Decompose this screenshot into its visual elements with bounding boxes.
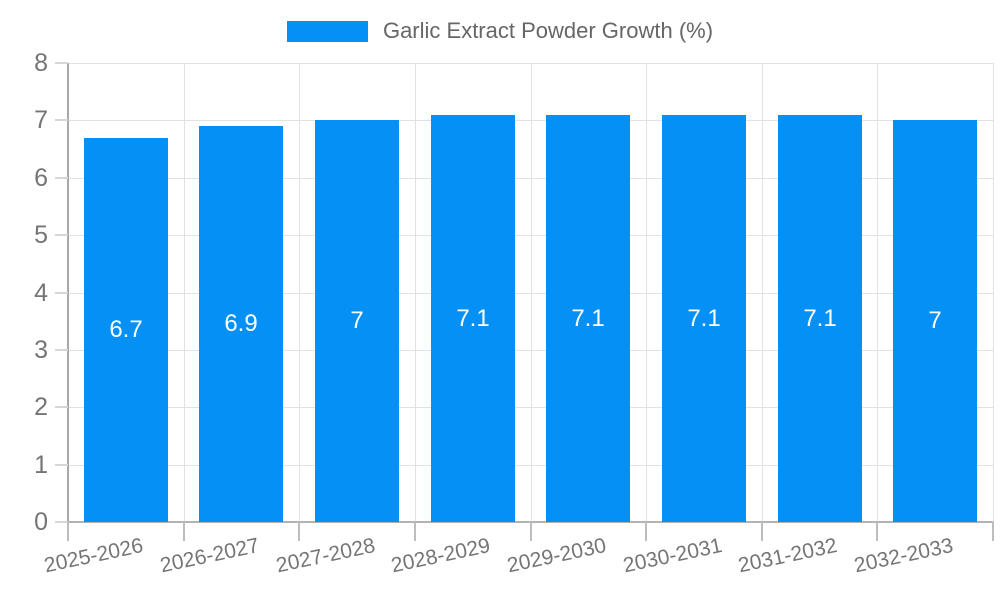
- legend-swatch: [286, 20, 368, 42]
- grid-line-horizontal: [68, 350, 993, 351]
- grid-line-vertical: [299, 63, 300, 522]
- y-axis-tick: [55, 349, 68, 351]
- y-axis-tick: [55, 292, 68, 294]
- x-axis-tick: [414, 522, 416, 541]
- y-axis-tick: [55, 177, 68, 179]
- legend[interactable]: Garlic Extract Powder Growth (%): [0, 18, 1000, 44]
- y-tick-label: 8: [34, 49, 48, 77]
- x-tick-label: 2026-2027: [158, 534, 262, 578]
- x-axis-tick: [761, 522, 763, 541]
- y-axis-tick: [55, 234, 68, 236]
- grid-line-vertical: [531, 63, 532, 522]
- x-axis-tick: [183, 522, 185, 541]
- bar[interactable]: [546, 115, 630, 522]
- x-tick-label: 2029-2030: [505, 534, 609, 578]
- x-axis-tick: [645, 522, 647, 541]
- grid-line-horizontal: [68, 63, 993, 64]
- y-axis-tick: [55, 521, 68, 523]
- y-tick-label: 2: [34, 393, 48, 421]
- x-tick-label: 2030-2031: [620, 534, 724, 578]
- grid-line-vertical: [184, 63, 185, 522]
- x-tick-label: 2031-2032: [736, 534, 840, 578]
- y-axis-line: [67, 63, 69, 522]
- bar[interactable]: [199, 126, 283, 522]
- grid-line-horizontal: [68, 178, 993, 179]
- x-tick-label: 2027-2028: [273, 534, 377, 578]
- x-tick-label: 2025-2026: [42, 534, 146, 578]
- x-axis-tick: [298, 522, 300, 541]
- y-axis-tick: [55, 464, 68, 466]
- y-tick-label: 3: [34, 336, 48, 364]
- x-axis-tick: [876, 522, 878, 541]
- grid-line-horizontal: [68, 120, 993, 121]
- grid-line-vertical: [762, 63, 763, 522]
- grid-line-horizontal: [68, 465, 993, 466]
- grid-line-vertical: [646, 63, 647, 522]
- y-tick-label: 7: [34, 106, 48, 134]
- x-axis-tick: [67, 522, 69, 541]
- grid-line-vertical: [877, 63, 878, 522]
- x-axis-tick: [992, 522, 994, 541]
- grid-line-vertical: [415, 63, 416, 522]
- grid-line-vertical: [993, 63, 994, 522]
- grid-line-horizontal: [68, 235, 993, 236]
- x-axis-tick: [530, 522, 532, 541]
- grid-line-horizontal: [68, 407, 993, 408]
- x-tick-label: 2032-2033: [851, 534, 955, 578]
- y-tick-label: 5: [34, 221, 48, 249]
- y-tick-label: 6: [34, 164, 48, 192]
- grid-line-horizontal: [68, 293, 993, 294]
- bar[interactable]: [893, 120, 977, 522]
- y-tick-label: 4: [34, 279, 48, 307]
- y-axis-tick: [55, 119, 68, 121]
- legend-label: Garlic Extract Powder Growth (%): [382, 18, 714, 43]
- bar[interactable]: [431, 115, 515, 522]
- bar[interactable]: [84, 138, 168, 522]
- x-tick-label: 2028-2029: [389, 534, 493, 578]
- bar[interactable]: [778, 115, 862, 522]
- y-tick-label: 0: [34, 508, 48, 536]
- bar[interactable]: [662, 115, 746, 522]
- y-axis-tick: [55, 62, 68, 64]
- y-axis-tick: [55, 406, 68, 408]
- y-tick-label: 1: [34, 451, 48, 479]
- bar[interactable]: [315, 120, 399, 522]
